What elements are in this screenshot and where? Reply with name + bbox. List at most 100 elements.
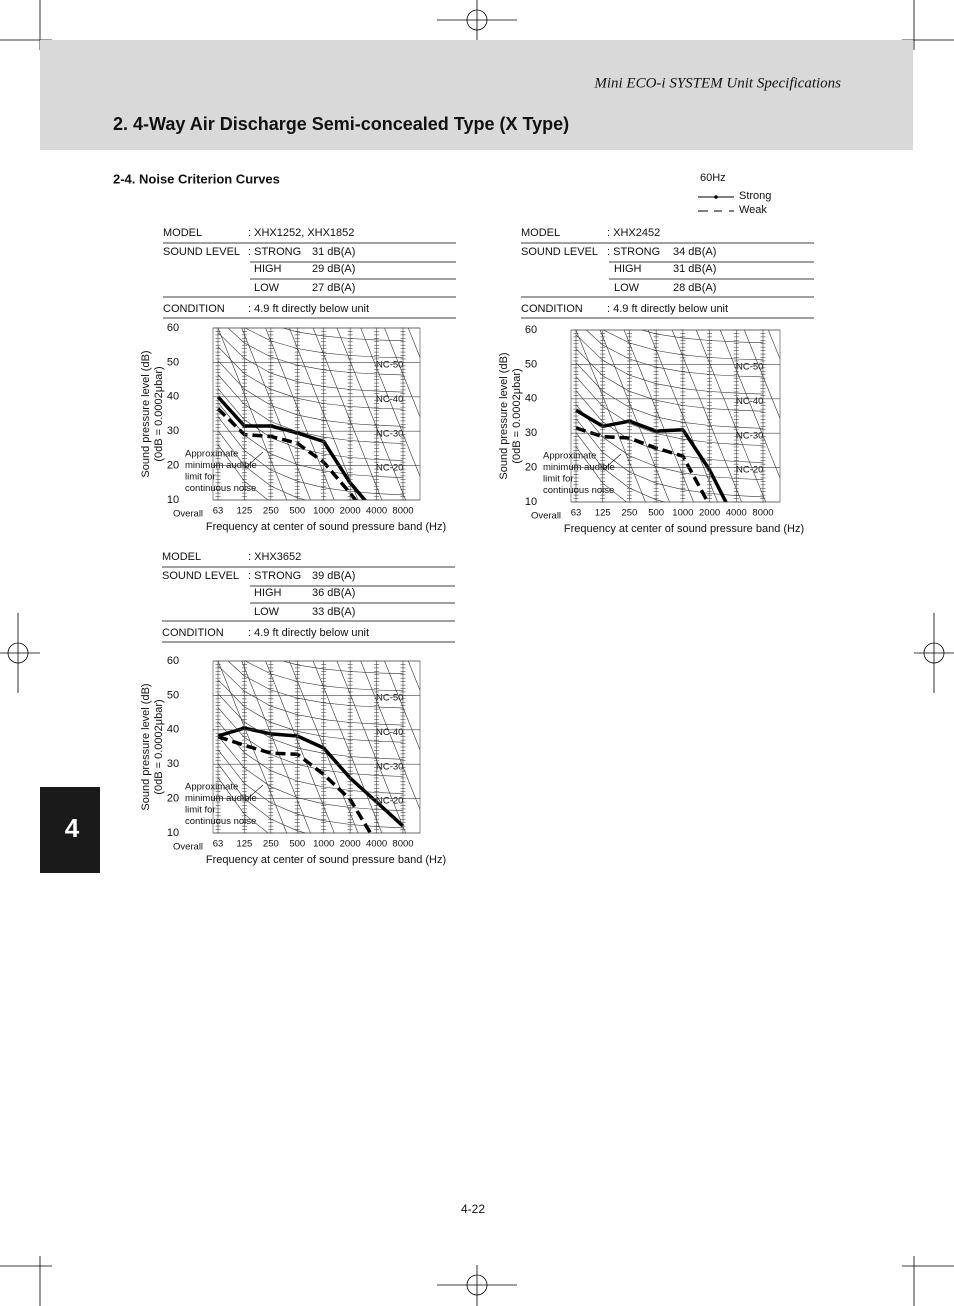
annotation: Approximate <box>543 451 596 462</box>
nc-label: NC-40 <box>376 394 403 405</box>
nc-curve <box>281 328 404 341</box>
y-tick-label: 10 <box>525 496 537 508</box>
spec-cell: : 4.9 ft directly below unit <box>248 627 369 639</box>
spec-cell: HIGH <box>614 263 642 275</box>
spec-cell: SOUND LEVEL <box>162 570 239 582</box>
nc-curve <box>576 265 763 309</box>
spec-cell: : 4.9 ft directly below unit <box>248 303 369 315</box>
spec-cell: : XHX3652 <box>248 551 301 563</box>
y-tick-label: 20 <box>167 793 179 805</box>
annotation: minimum audible <box>185 793 257 804</box>
spec-cell: 33 dB(A) <box>312 606 355 618</box>
overall-label: Overall <box>173 842 203 853</box>
header-band <box>40 40 913 150</box>
spec-cell: MODEL <box>162 551 201 563</box>
x-tick-label: 8000 <box>392 506 413 517</box>
x-axis-label: Frequency at center of sound pressure ba… <box>206 854 446 866</box>
spec-cell: LOW <box>254 282 280 294</box>
spec-cell: MODEL <box>521 227 560 239</box>
nc-label: NC-30 <box>376 428 403 439</box>
y-tick-label: 60 <box>525 324 537 336</box>
x-tick-label: 1000 <box>672 508 693 519</box>
nc-label: NC-50 <box>376 359 403 370</box>
hearing-line <box>744 330 780 420</box>
nc-curve <box>575 334 764 395</box>
section-title: 2-4. Noise Criterion Curves <box>113 171 280 186</box>
nc-curve <box>217 444 269 500</box>
spec-cell: 27 dB(A) <box>312 282 355 294</box>
legend-item: Strong <box>739 190 771 202</box>
x-tick-label: 63 <box>213 839 224 850</box>
y-tick-label: 50 <box>167 689 179 701</box>
nc-curve <box>575 446 627 502</box>
nc-curve <box>575 376 764 446</box>
x-tick-label: 125 <box>595 508 611 519</box>
x-tick-label: 1000 <box>313 506 334 517</box>
series-line <box>217 726 405 828</box>
x-tick-label: 63 <box>571 508 582 519</box>
spec-cell: CONDITION <box>163 303 225 315</box>
x-tick-label: 4000 <box>726 508 747 519</box>
overall-label: Overall <box>531 511 561 522</box>
y-tick-label: 50 <box>525 358 537 370</box>
spec-cell: : XHX2452 <box>607 227 660 239</box>
spec-cell: : STRONG <box>607 246 660 258</box>
hearing-line <box>241 328 311 500</box>
nc-label: NC-50 <box>736 361 763 372</box>
nc-curve <box>217 707 404 777</box>
hearing-line <box>384 661 420 751</box>
hearing-line <box>336 328 406 500</box>
x-tick-label: 500 <box>289 506 305 517</box>
x-tick-label: 250 <box>263 506 279 517</box>
x-tick-label: 2000 <box>340 506 361 517</box>
spec-cell: CONDITION <box>521 303 583 315</box>
y-tick-label: 30 <box>167 758 179 770</box>
x-axis-label: Frequency at center of sound pressure ba… <box>564 523 804 535</box>
spec-cell: 28 dB(A) <box>673 282 716 294</box>
nc-curve <box>575 432 666 502</box>
legend-strong-dot <box>714 195 718 199</box>
x-tick-label: 500 <box>648 508 664 519</box>
hearing-line <box>695 330 766 502</box>
y-tick-label: 30 <box>525 427 537 439</box>
x-tick-label: 8000 <box>392 839 413 850</box>
nc-curve <box>217 679 404 743</box>
x-tick-label: 500 <box>289 839 305 850</box>
x-tick-label: 250 <box>621 508 637 519</box>
hearing-line <box>312 661 383 833</box>
spec-cell: HIGH <box>254 263 282 275</box>
y-tick-label: 60 <box>167 322 179 334</box>
nc-curve <box>218 263 403 307</box>
chapter-number: 4 <box>65 813 80 843</box>
annotation: continuous noise <box>543 485 614 496</box>
spec-cell: SOUND LEVEL <box>521 246 598 258</box>
nc-curve <box>575 362 764 429</box>
hearing-line <box>217 328 287 500</box>
y-tick-label: 10 <box>167 494 179 506</box>
annotation: Approximate <box>185 449 238 460</box>
nc-curve <box>217 374 404 444</box>
y-tick-label: 50 <box>167 356 179 368</box>
x-tick-label: 125 <box>236 839 252 850</box>
nc-label: NC-50 <box>376 692 403 703</box>
spec-cell: HIGH <box>254 587 282 599</box>
legend-title: 60Hz <box>700 172 726 184</box>
spec-cell: : STRONG <box>248 246 301 258</box>
legend-item: Weak <box>739 204 767 216</box>
spec-cell: 31 dB(A) <box>312 246 355 258</box>
x-tick-label: 1000 <box>313 839 334 850</box>
x-tick-label: 4000 <box>366 506 387 517</box>
y-axis-label: Sound pressure level (dB) <box>140 683 152 810</box>
nc-curve <box>217 346 404 410</box>
spec-cell: MODEL <box>163 227 202 239</box>
page-title: 2. 4-Way Air Discharge Semi-concealed Ty… <box>113 114 569 134</box>
nc-label: NC-30 <box>376 761 403 772</box>
nc-curve <box>217 749 404 829</box>
nc-curve <box>217 721 404 794</box>
spec-cell: 29 dB(A) <box>312 263 355 275</box>
x-tick-label: 2000 <box>699 508 720 519</box>
page-number: 4-22 <box>461 1202 485 1216</box>
nc-curve <box>217 777 269 833</box>
y-axis-label: (0dB = 0.0002μbar) <box>511 368 523 463</box>
y-tick-label: 40 <box>525 393 537 405</box>
